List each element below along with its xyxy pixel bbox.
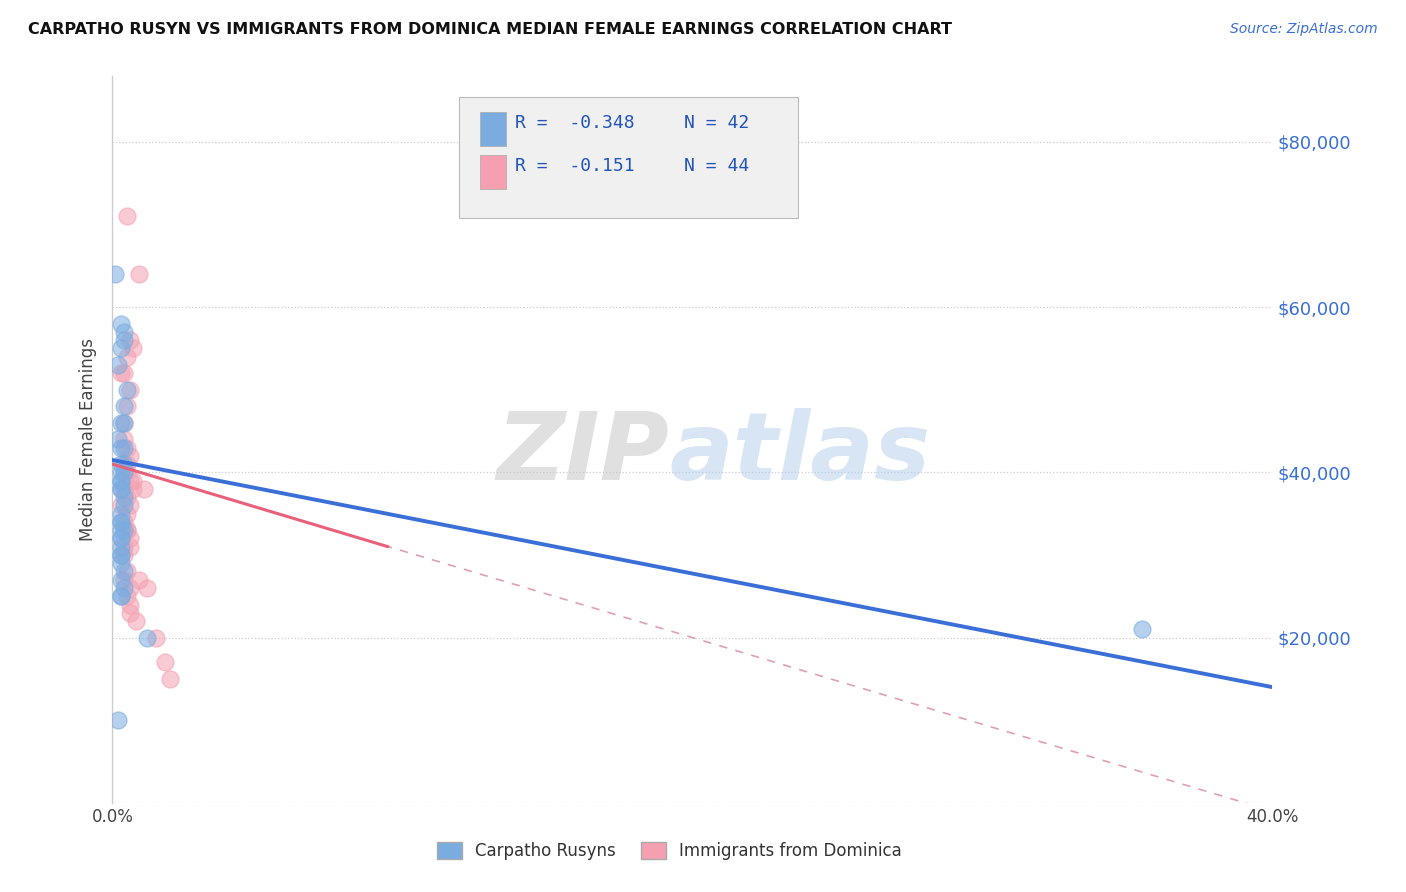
Point [112, 441, 135, 455]
Point [112, 366, 135, 380]
Point [115, 350, 138, 364]
Point [112, 325, 135, 339]
Point [110, 507, 132, 521]
Y-axis label: Median Female Earnings: Median Female Earnings [79, 338, 97, 541]
Point [112, 565, 135, 579]
Point [118, 474, 141, 488]
Point [112, 540, 135, 554]
Point [115, 441, 138, 455]
Point [118, 532, 141, 546]
Point [110, 515, 132, 529]
Point [115, 507, 138, 521]
Point [112, 523, 135, 537]
Point [121, 474, 143, 488]
Point [115, 383, 138, 397]
Point [110, 474, 132, 488]
Point [112, 573, 135, 587]
Text: Source: ZipAtlas.com: Source: ZipAtlas.com [1230, 22, 1378, 37]
Text: N = 44: N = 44 [685, 157, 749, 175]
Point [115, 523, 138, 537]
Point [110, 548, 132, 562]
Point [110, 366, 132, 380]
Point [112, 399, 135, 413]
Point [115, 466, 138, 480]
Text: R =  -0.348: R = -0.348 [516, 114, 636, 132]
Point [118, 383, 141, 397]
Point [1130, 623, 1153, 637]
Point [107, 358, 129, 372]
Point [112, 581, 135, 595]
Point [110, 474, 132, 488]
Point [115, 399, 138, 413]
Legend: Carpatho Rusyns, Immigrants from Dominica: Carpatho Rusyns, Immigrants from Dominic… [430, 836, 908, 867]
Point [128, 267, 150, 281]
Point [112, 457, 135, 471]
Text: ZIP: ZIP [496, 408, 669, 500]
Point [110, 482, 132, 496]
Point [115, 457, 138, 471]
Point [153, 656, 176, 670]
Point [136, 631, 159, 645]
Text: CARPATHO RUSYN VS IMMIGRANTS FROM DOMINICA MEDIAN FEMALE EARNINGS CORRELATION CH: CARPATHO RUSYN VS IMMIGRANTS FROM DOMINI… [28, 22, 952, 37]
Point [124, 614, 148, 628]
Text: N = 42: N = 42 [685, 114, 749, 132]
Point [134, 482, 156, 496]
Point [115, 565, 138, 579]
Point [110, 466, 132, 480]
Point [107, 432, 129, 446]
Point [112, 548, 135, 562]
Point [110, 589, 132, 603]
Point [115, 209, 138, 223]
Point [118, 606, 141, 620]
Point [115, 523, 138, 537]
Point [121, 342, 143, 356]
Point [112, 490, 135, 504]
Point [110, 457, 132, 471]
Point [118, 449, 141, 463]
Point [110, 573, 132, 587]
Point [118, 540, 141, 554]
Point [136, 581, 159, 595]
Point [112, 466, 135, 480]
Point [121, 482, 143, 496]
Point [110, 317, 132, 331]
Point [110, 540, 132, 554]
Point [110, 532, 132, 546]
Point [112, 416, 135, 430]
Point [110, 416, 132, 430]
Point [110, 523, 132, 537]
Point [118, 333, 141, 347]
Point [107, 713, 129, 727]
Point [118, 499, 141, 513]
Point [110, 342, 132, 356]
Point [110, 548, 132, 562]
Point [112, 432, 135, 446]
Text: R =  -0.151: R = -0.151 [516, 157, 636, 175]
Point [110, 515, 132, 529]
Point [110, 482, 132, 496]
Point [159, 672, 181, 686]
Point [145, 631, 167, 645]
Point [112, 482, 135, 496]
Point [110, 441, 132, 455]
Text: atlas: atlas [669, 408, 931, 500]
Point [115, 589, 138, 603]
Point [110, 589, 132, 603]
Point [110, 499, 132, 513]
Point [110, 556, 132, 570]
Point [104, 267, 127, 281]
Point [112, 515, 135, 529]
Point [118, 598, 141, 612]
Point [112, 333, 135, 347]
Point [118, 581, 141, 595]
Point [110, 532, 132, 546]
Point [128, 573, 150, 587]
Point [112, 416, 135, 430]
Point [115, 490, 138, 504]
Point [112, 499, 135, 513]
Point [112, 466, 135, 480]
